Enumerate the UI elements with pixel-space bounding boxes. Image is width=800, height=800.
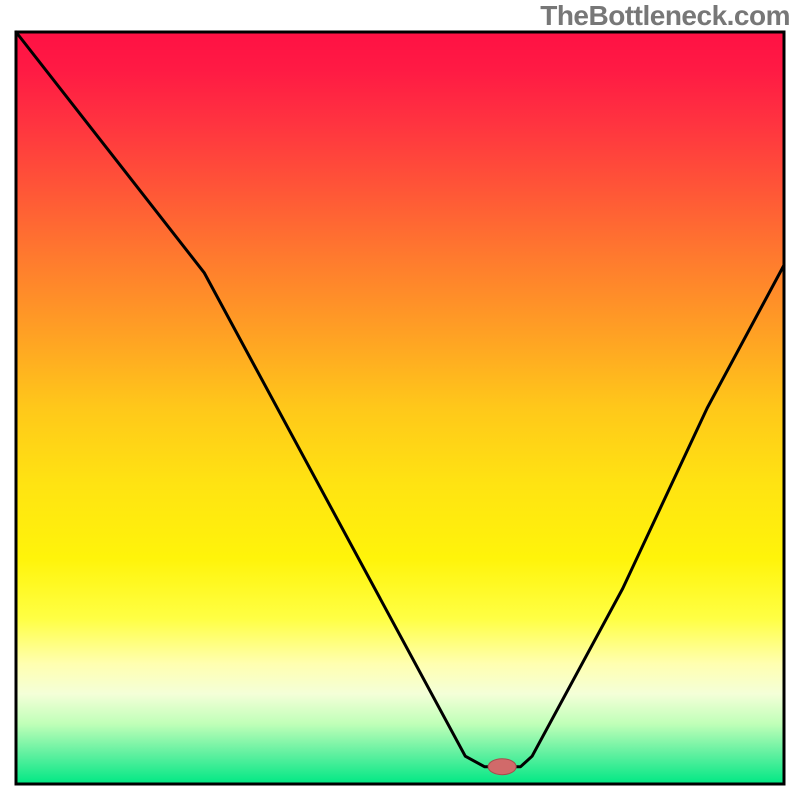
plot-background bbox=[16, 32, 784, 784]
watermark-text: TheBottleneck.com bbox=[540, 0, 790, 32]
chart-stage: TheBottleneck.com bbox=[0, 0, 800, 800]
optimum-marker bbox=[488, 759, 516, 775]
bottleneck-chart bbox=[0, 0, 800, 800]
